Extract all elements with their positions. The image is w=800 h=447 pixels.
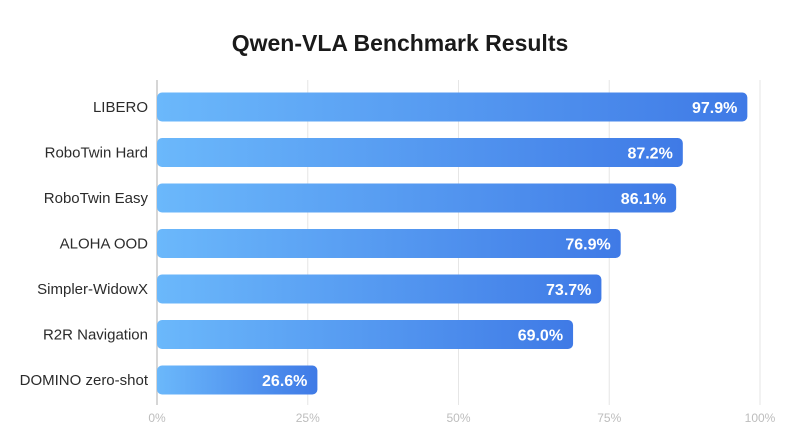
value-label: 69.0% <box>518 328 563 345</box>
category-label: RoboTwin Easy <box>44 190 149 207</box>
x-tick-label: 25% <box>296 411 320 425</box>
chart-title: Qwen-VLA Benchmark Results <box>231 30 569 56</box>
bar <box>157 183 677 213</box>
value-label: 73.7% <box>546 282 591 299</box>
x-tick-label: 0% <box>148 411 166 425</box>
category-label: ALOHA OOD <box>60 236 149 253</box>
bar <box>157 229 621 258</box>
x-tick-label: 75% <box>597 411 621 425</box>
x-tick-label: 100% <box>745 411 776 425</box>
category-label: LIBERO <box>93 99 148 116</box>
value-label: 26.6% <box>262 373 307 390</box>
value-label: 87.2% <box>627 146 672 163</box>
bar <box>157 365 318 395</box>
x-tick-label: 50% <box>446 411 470 425</box>
category-label: RoboTwin Hard <box>45 145 148 162</box>
bar <box>157 92 748 122</box>
category-label: R2R Navigation <box>43 327 148 344</box>
value-label: 76.9% <box>565 237 610 254</box>
value-label: 86.1% <box>621 191 666 208</box>
category-label: DOMINO zero-shot <box>20 372 149 389</box>
category-label: Simpler-WidowX <box>37 281 148 298</box>
bar <box>157 274 602 304</box>
bar <box>157 320 574 349</box>
value-label: 97.9% <box>692 100 737 117</box>
bar <box>157 138 683 167</box>
